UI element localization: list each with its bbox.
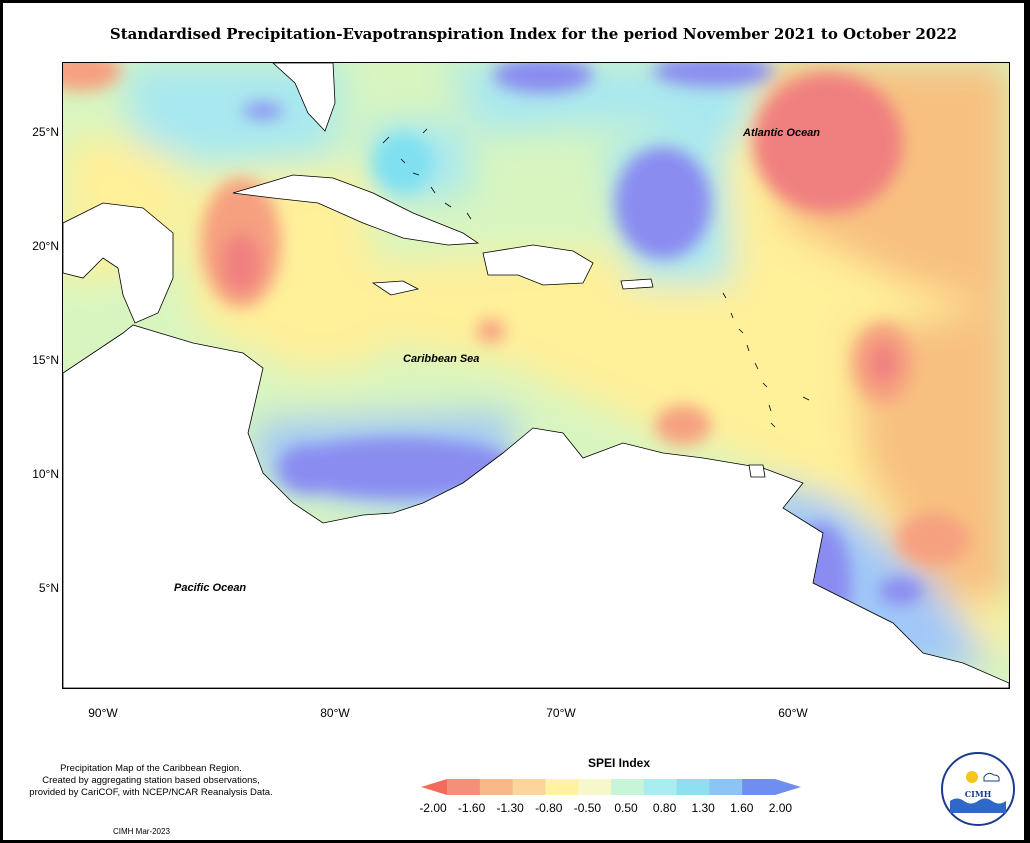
legend-bin bbox=[447, 779, 481, 795]
legend-tick-label: -0.80 bbox=[535, 801, 563, 815]
legend-bin bbox=[611, 779, 645, 795]
lon-tick-90w: 90°W bbox=[88, 706, 118, 720]
legend-bin bbox=[545, 779, 579, 795]
legend-tick-label: -1.30 bbox=[496, 801, 524, 815]
legend-tick-label: -2.00 bbox=[419, 801, 447, 815]
label-pacific-ocean: Pacific Ocean bbox=[174, 582, 247, 594]
logo-text: CIMH bbox=[965, 789, 992, 799]
map-title: Standardised Precipitation-Evapotranspir… bbox=[109, 25, 958, 43]
description-line-3: provided by CariCOF, with NCEP/NCAR Rean… bbox=[29, 787, 273, 798]
label-atlantic-ocean: Atlantic Ocean bbox=[743, 127, 821, 139]
legend-colorbar bbox=[421, 779, 801, 795]
legend-tick-label: 0.50 bbox=[614, 801, 638, 815]
cimh-logo: CIMH bbox=[941, 752, 1015, 826]
legend-bin bbox=[479, 779, 514, 795]
lon-tick-60w: 60°W bbox=[778, 706, 808, 720]
legend-tick-label: 1.60 bbox=[730, 801, 754, 815]
label-caribbean-sea: Caribbean Sea bbox=[403, 353, 480, 365]
lat-tick-15n: 15°N bbox=[32, 353, 59, 367]
legend-bin bbox=[643, 779, 678, 795]
legend-tick-label: 1.30 bbox=[691, 801, 715, 815]
legend-bin bbox=[676, 779, 710, 795]
legend-tick-label: -0.50 bbox=[573, 801, 602, 815]
legend-arrow-high bbox=[775, 779, 801, 795]
legend-arrow-low bbox=[421, 779, 447, 795]
lat-tick-5n: 5°N bbox=[38, 581, 59, 595]
description-line-2: Created by aggregating station based obs… bbox=[42, 775, 260, 786]
spei-map bbox=[62, 62, 1010, 689]
legend-bin bbox=[578, 779, 612, 795]
legend-bin bbox=[709, 779, 743, 795]
lat-tick-25n: 25°N bbox=[32, 125, 59, 139]
legend-title: SPEI Index bbox=[588, 756, 651, 770]
lon-tick-70w: 70°W bbox=[546, 706, 576, 720]
figure-sheet: Standardised Precipitation-Evapotranspir… bbox=[3, 3, 1024, 840]
legend-bin bbox=[512, 779, 546, 795]
legend-tick-label: 0.80 bbox=[652, 801, 677, 815]
legend-bin bbox=[742, 779, 776, 795]
map-canvas bbox=[63, 63, 1009, 688]
legend-tick-label: 2.00 bbox=[768, 801, 793, 815]
credit-text: CIMH Mar-2023 bbox=[113, 827, 170, 836]
lat-tick-10n: 10°N bbox=[32, 467, 59, 481]
description-line-1: Precipitation Map of the Caribbean Regio… bbox=[60, 763, 242, 774]
lat-tick-20n: 20°N bbox=[32, 239, 59, 253]
map-description: Precipitation Map of the Caribbean Regio… bbox=[11, 763, 291, 799]
lon-tick-80w: 80°W bbox=[320, 706, 350, 720]
legend-tick-label: -1.60 bbox=[457, 801, 486, 815]
